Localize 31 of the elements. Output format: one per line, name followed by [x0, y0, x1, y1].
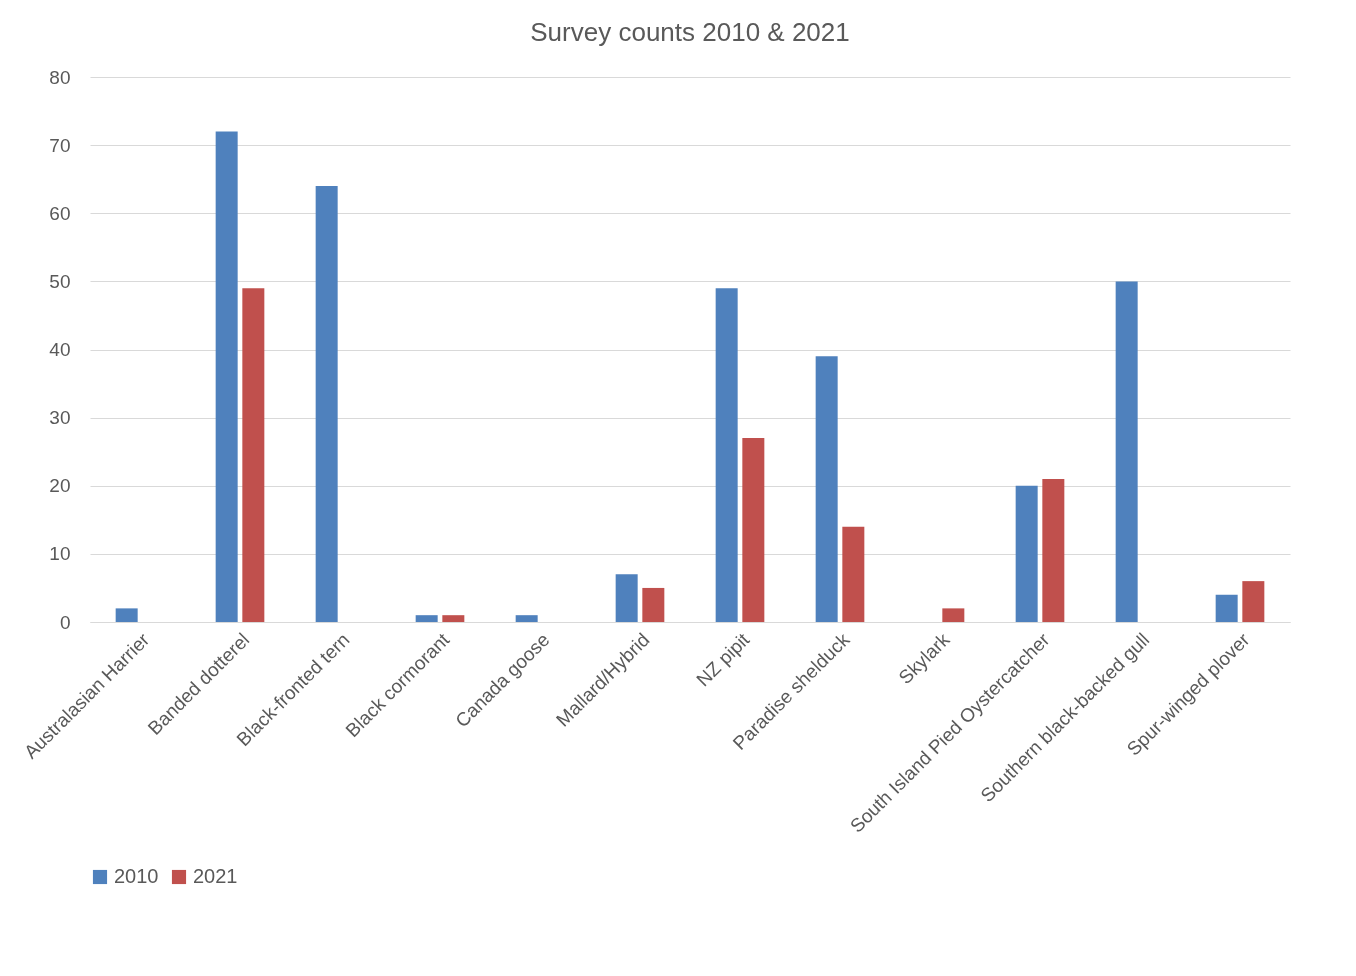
bar [415, 615, 438, 622]
bar [942, 608, 965, 622]
bar [642, 587, 665, 622]
bar [1215, 594, 1238, 622]
bar [742, 438, 765, 622]
y-tick-label: 70 [49, 134, 71, 156]
bar [815, 356, 838, 622]
y-tick-label: 60 [49, 202, 71, 224]
bar [242, 288, 265, 622]
y-tick-label: 50 [49, 270, 71, 292]
y-tick-label: 40 [49, 339, 71, 360]
bar [1242, 581, 1265, 622]
y-tick-label: 20 [49, 475, 71, 497]
bar [615, 574, 638, 622]
bar [715, 288, 738, 622]
bar [215, 131, 238, 622]
bar [515, 615, 538, 622]
bar [1015, 485, 1038, 622]
y-tick-label: 30 [49, 407, 71, 429]
bar [1115, 281, 1138, 622]
bar [442, 615, 465, 622]
y-tick-label: 10 [49, 543, 71, 565]
y-tick-label: 80 [49, 66, 71, 88]
y-tick-label: 0 [59, 611, 71, 633]
chart-title: Survey counts 2010 & 2021 [530, 17, 850, 47]
bar [842, 526, 865, 622]
legend-label: 2021 [193, 865, 238, 887]
bar [115, 608, 138, 622]
bar [315, 186, 338, 622]
bar [1042, 478, 1065, 622]
legend-label: 2010 [114, 865, 159, 887]
